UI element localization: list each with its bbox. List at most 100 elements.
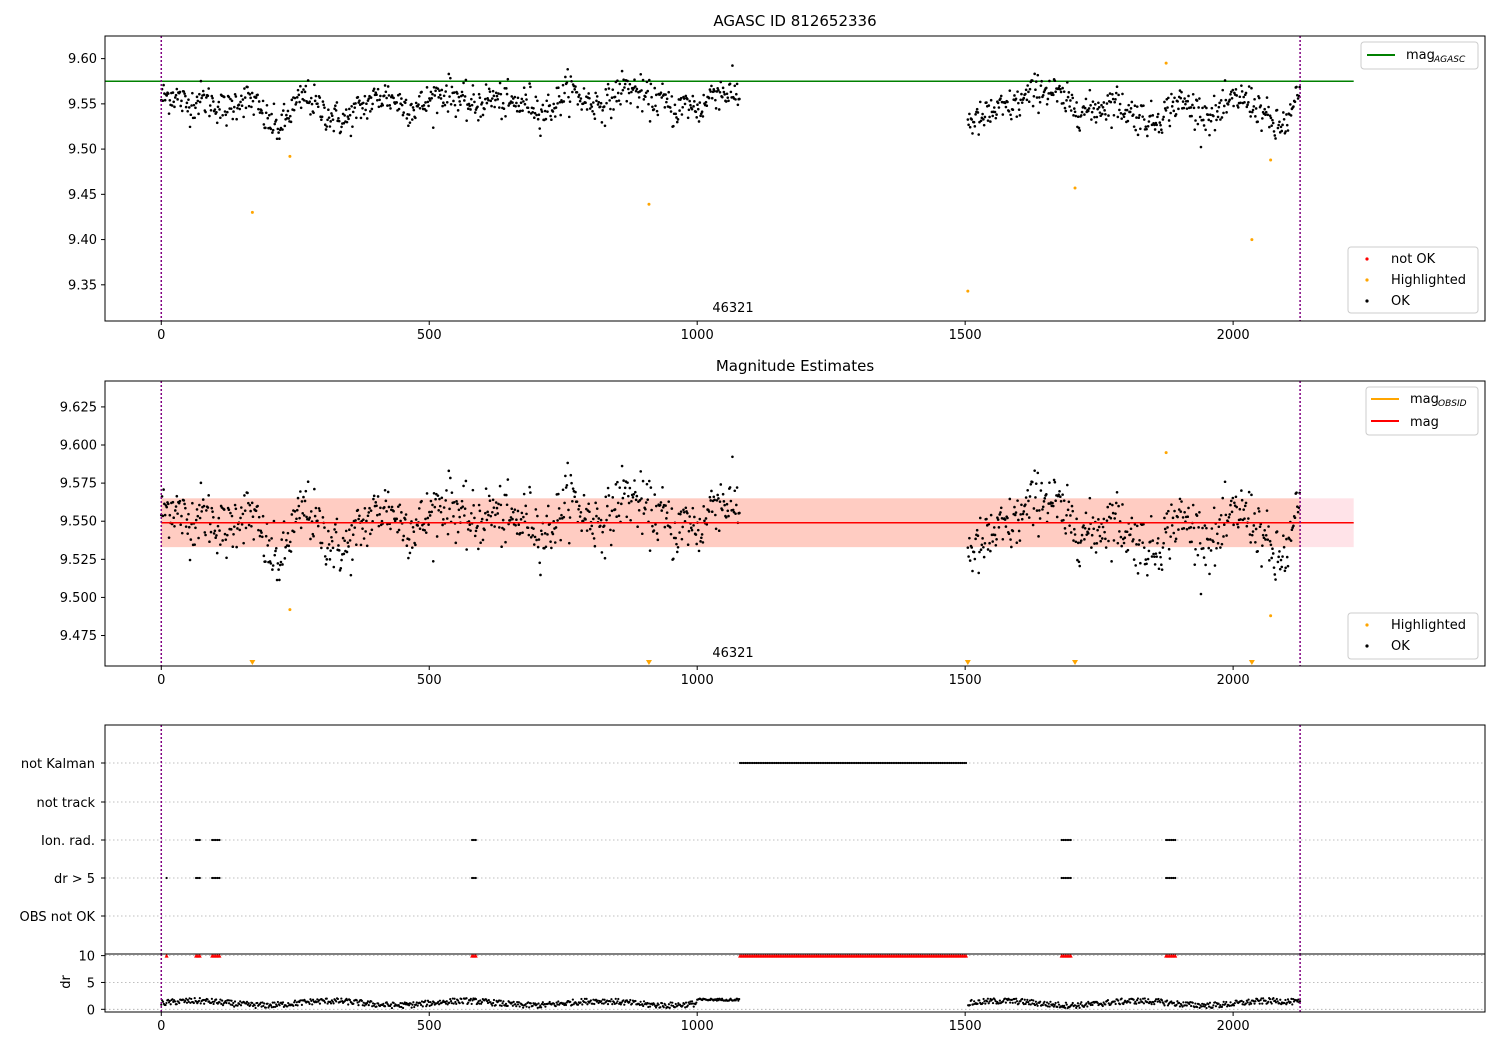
- flag-point: [859, 761, 862, 765]
- ok-point: [257, 100, 261, 103]
- ok-point: [640, 110, 644, 113]
- ok-point: [293, 510, 297, 513]
- ok-point: [1014, 511, 1018, 514]
- ok-point: [1257, 510, 1261, 513]
- ok-point: [483, 107, 486, 111]
- ok-point: [478, 509, 482, 513]
- dr-capped-marker: [164, 953, 169, 958]
- highlighted-point: [966, 289, 970, 293]
- ok-point: [303, 499, 307, 503]
- ok-point: [689, 526, 693, 530]
- ok-point: [1243, 101, 1246, 104]
- dr-point: [1064, 1001, 1068, 1004]
- dr-point: [1054, 1001, 1057, 1005]
- ok-point: [700, 112, 703, 115]
- dr-point: [411, 1003, 414, 1006]
- ok-point: [286, 109, 290, 113]
- dr-point: [273, 1001, 276, 1004]
- ok-point: [1268, 559, 1271, 562]
- ok-point: [514, 524, 517, 527]
- ok-point: [674, 536, 678, 540]
- ok-point: [269, 562, 273, 565]
- ok-point: [362, 101, 365, 105]
- ok-point: [708, 88, 712, 91]
- ok-point: [1059, 88, 1062, 91]
- dr-point: [1033, 1003, 1037, 1007]
- ok-point: [366, 514, 370, 518]
- ok-point: [500, 117, 503, 121]
- ok-point: [1187, 506, 1190, 510]
- ok-point: [407, 556, 410, 560]
- ok-point: [452, 91, 456, 94]
- dr-point: [581, 1003, 584, 1006]
- ok-point: [646, 498, 650, 501]
- ok-point: [684, 94, 688, 98]
- ok-point: [342, 552, 346, 556]
- ok-point: [262, 123, 266, 126]
- dr-point: [293, 999, 297, 1002]
- dr-point: [671, 1001, 674, 1004]
- ok-point: [325, 558, 329, 561]
- ok-point: [365, 102, 368, 106]
- flag-point: [963, 761, 966, 765]
- ok-point: [1003, 518, 1007, 521]
- ok-point: [1296, 97, 1300, 100]
- ok-point: [537, 538, 541, 541]
- flag-point: [820, 761, 824, 765]
- dr-point: [968, 1003, 971, 1007]
- ok-point: [993, 110, 997, 114]
- ok-point: [644, 501, 648, 504]
- ok-point: [392, 509, 395, 513]
- dr-point: [570, 1003, 574, 1006]
- ok-point: [1096, 528, 1099, 532]
- ok-point: [497, 92, 500, 95]
- ok-point: [353, 106, 357, 109]
- ok-point: [211, 96, 214, 100]
- flag-point: [853, 761, 856, 765]
- ok-point: [238, 107, 242, 111]
- ok-point: [1262, 536, 1266, 540]
- dr-point: [428, 1004, 431, 1007]
- ok-point: [161, 514, 165, 518]
- ok-point: [996, 516, 999, 519]
- ok-point: [209, 109, 213, 112]
- ok-point: [975, 528, 979, 532]
- ok-point: [735, 503, 738, 507]
- dr-point: [1011, 1001, 1014, 1004]
- ok-point: [1151, 114, 1155, 117]
- ok-point: [234, 507, 238, 511]
- ok-point: [166, 92, 170, 95]
- ok-point: [1037, 535, 1040, 538]
- ok-point: [575, 500, 579, 503]
- ok-point: [1169, 111, 1172, 115]
- ok-point: [420, 90, 423, 94]
- dr-point: [576, 1003, 580, 1006]
- ok-point: [1001, 537, 1005, 541]
- highlighted-point: [1073, 186, 1077, 190]
- ok-point: [217, 516, 221, 520]
- ok-point: [986, 119, 990, 122]
- ok-point: [599, 518, 603, 522]
- ok-point: [353, 526, 357, 529]
- ok-point: [714, 513, 717, 517]
- ok-point: [1118, 108, 1121, 112]
- dr-point: [978, 999, 981, 1002]
- ok-point: [371, 519, 374, 523]
- ok-point: [976, 534, 980, 538]
- ok-point: [351, 125, 354, 128]
- ok-point: [1221, 88, 1225, 92]
- ok-point: [1199, 592, 1203, 596]
- ok-point: [398, 503, 402, 507]
- panel2-legend-top: mag OBSID mag: [1365, 386, 1479, 436]
- dr-capped-marker: [217, 953, 222, 958]
- dr-point: [539, 1004, 542, 1007]
- dr-point: [308, 1002, 311, 1005]
- ok-point: [631, 495, 635, 499]
- dr-point: [554, 1005, 557, 1008]
- dr-point: [540, 1002, 544, 1006]
- ok-point: [1007, 109, 1011, 113]
- ok-point: [1098, 111, 1102, 114]
- ok-point: [1076, 115, 1080, 118]
- dr-point: [1156, 1000, 1159, 1003]
- ok-point: [734, 98, 737, 101]
